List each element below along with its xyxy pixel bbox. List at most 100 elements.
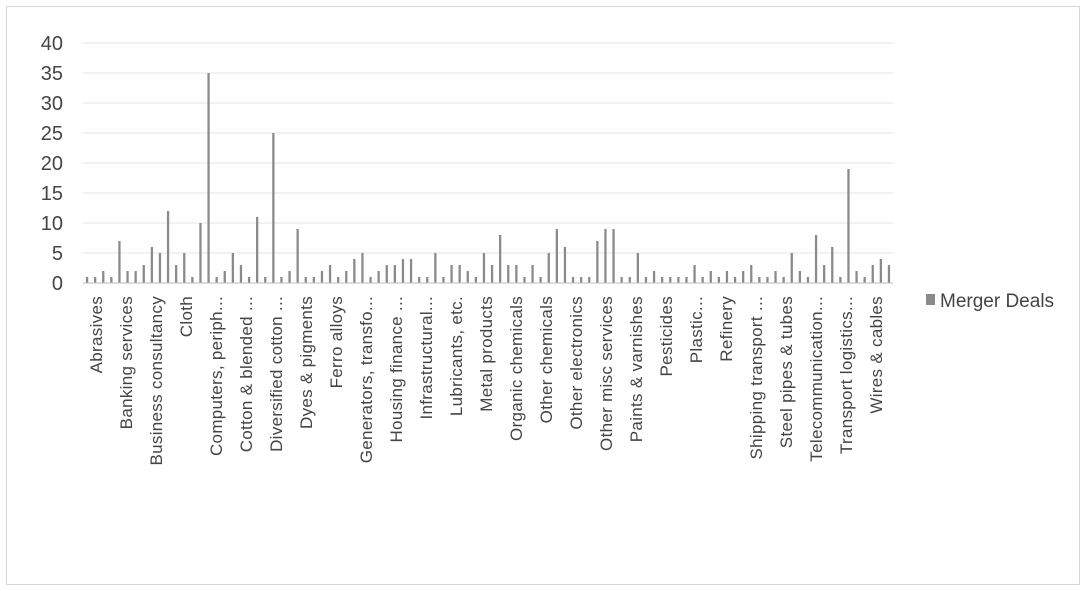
bar [742,271,745,283]
x-tick-label: Telecommunication... [807,296,826,462]
x-tick-label: Refinery [717,296,736,362]
bar [280,277,283,283]
y-tick-label: 10 [41,213,63,235]
x-tick-label: Abrasives [87,296,106,373]
bar [823,265,826,283]
bar [636,253,639,283]
bar [782,277,785,283]
bar [418,277,421,283]
bar [158,253,162,283]
bar [385,265,388,283]
bar [215,277,218,283]
bar [377,271,380,283]
x-tick-labels: Abrasives Banking services Business consul… [87,296,886,466]
x-tick-label: Transport logistics... [837,296,856,454]
bar [563,247,567,283]
x-tick-label: Paints & varnishes [627,296,646,442]
bar [766,277,769,283]
bar [644,277,648,283]
bar [353,259,356,283]
bar [166,211,170,283]
y-tick-label: 0 [52,273,63,295]
x-tick-label: Infrastructural... [417,296,436,420]
bar [345,271,348,283]
bar [887,265,891,283]
bar [320,271,324,283]
x-tick-label: Organic chemicals [507,296,526,441]
bar [588,277,591,283]
bar [312,277,315,283]
bar [474,277,477,283]
gridlines [83,42,893,254]
bar [288,271,291,283]
bar [126,271,129,283]
bar [482,253,486,283]
x-tick-label: Pesticides [657,296,676,376]
legend: Merger Deals [926,291,1054,312]
legend-swatch [926,294,935,305]
x-tick-label: Cotton & blended ... [237,296,256,452]
bar [393,265,396,283]
bar [450,265,453,283]
bar [539,277,542,283]
bar [118,241,121,283]
bar [361,253,364,283]
bar [733,277,737,283]
x-tick-label: Banking services [117,296,136,429]
bar [94,277,97,283]
bar [523,277,526,283]
legend-label: Merger Deals [940,291,1054,312]
bar [863,277,866,283]
bar [490,265,494,283]
bar [231,253,234,283]
bar [239,265,243,283]
x-tick-label: Ferro alloys [327,296,346,388]
x-tick-label: Shipping transport ... [747,296,766,459]
bar [831,247,834,283]
bar [369,277,372,283]
bar [296,229,299,283]
bar [531,265,534,283]
x-tick-label: Other chemicals [537,296,556,423]
bar [758,277,761,283]
bar [628,277,631,283]
bar [798,271,801,283]
x-tick-label: Plastic... [687,296,706,363]
bar [507,265,510,283]
x-tick-label: Metal products [477,296,496,412]
bar [328,265,332,283]
bar [571,277,575,283]
x-tick-label: Generators, transfo... [357,296,376,463]
y-tick-labels: 0 5 10 15 20 25 30 35 40 [41,33,63,295]
bar [847,169,850,283]
bar [580,277,583,283]
bar [110,277,113,283]
bar [871,265,874,283]
bar [199,223,202,283]
bar [774,271,777,283]
bar [717,277,720,283]
bar [652,271,656,283]
bar [85,277,89,283]
x-tick-label: Dyes & pigments [297,296,316,429]
bar [223,271,226,283]
bar [693,265,696,283]
bar [612,229,615,283]
bar [142,265,145,283]
x-tick-label: Computers, periph... [207,296,226,456]
bar [677,277,680,283]
bar [709,271,712,283]
bar [466,271,469,283]
y-tick-label: 15 [41,183,63,205]
x-tick-label: Cloth [177,296,196,337]
bar [547,253,550,283]
bars [85,73,891,283]
y-tick-label: 35 [41,63,63,85]
bar [855,271,858,283]
bar [458,265,461,283]
bar [879,259,882,283]
x-tick-label: Other electronics [567,296,586,430]
bar [264,277,267,283]
x-tick-label: Diversified cotton ... [267,296,286,452]
